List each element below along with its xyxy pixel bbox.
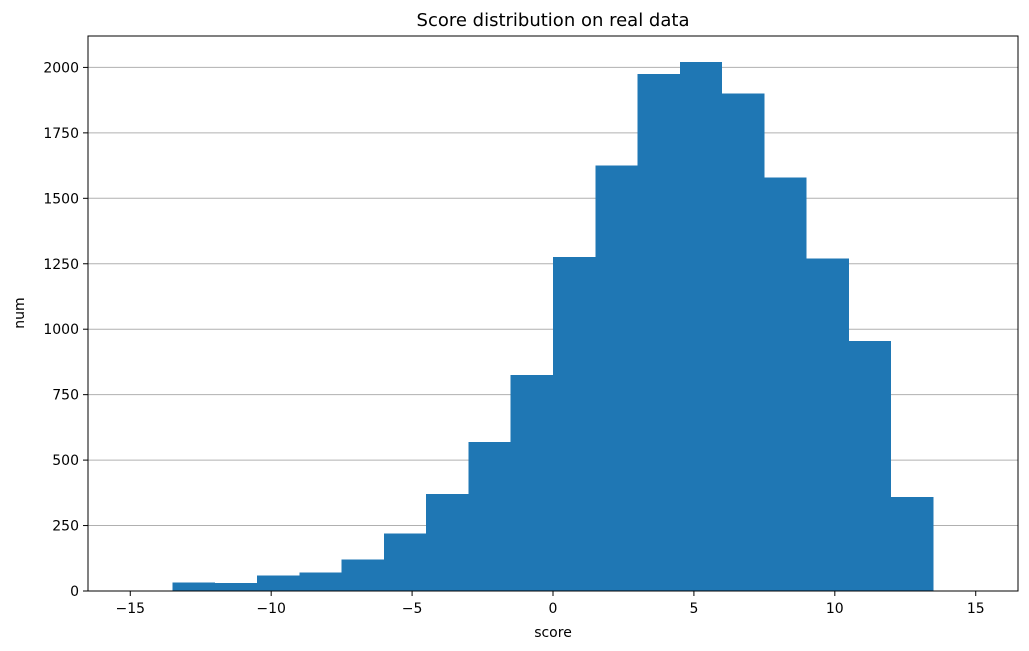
x-axis-ticks: −15 −10 −5 0 5 10 15 [115,591,985,617]
y-tick-label: 1750 [43,126,79,142]
histogram-bar [172,582,215,591]
histogram-bar [891,496,934,591]
x-axis-label: score [534,625,572,641]
histogram-bar [510,375,553,591]
histogram-bar [468,441,511,591]
x-tick-label: −10 [256,601,286,617]
histogram-bar [595,165,638,591]
histogram-bar [214,583,258,591]
histogram-bar [806,258,849,591]
bars [172,62,934,592]
y-tick-label: 0 [70,584,79,600]
histogram-bar [848,340,892,591]
y-tick-label: 1500 [43,191,79,207]
y-axis-label: num [12,297,28,328]
y-tick-label: 750 [52,388,79,404]
histogram-bar [383,533,427,591]
x-tick-label: 15 [967,601,985,617]
x-tick-label: −5 [402,601,423,617]
y-tick-label: 2000 [43,60,79,76]
y-axis-ticks: 0 250 500 750 1000 1250 1500 1750 2000 [43,60,88,600]
histogram-bar [257,575,300,591]
y-tick-label: 500 [52,453,79,469]
histogram-bar [426,494,469,591]
histogram-bar [553,257,596,591]
histogram-bar [299,572,342,591]
x-tick-label: −15 [115,601,145,617]
histogram-bar [341,559,384,591]
x-tick-label: 10 [826,601,844,617]
histogram-bar [764,177,807,591]
x-tick-label: 0 [549,601,558,617]
y-tick-label: 1250 [43,257,79,273]
x-tick-label: 5 [689,601,698,617]
y-tick-label: 1000 [43,322,79,338]
histogram-bar [637,73,680,592]
y-tick-label: 250 [52,519,79,535]
chart-title: Score distribution on real data [417,10,690,31]
histogram-bar [679,62,723,591]
histogram-bar [722,93,765,592]
